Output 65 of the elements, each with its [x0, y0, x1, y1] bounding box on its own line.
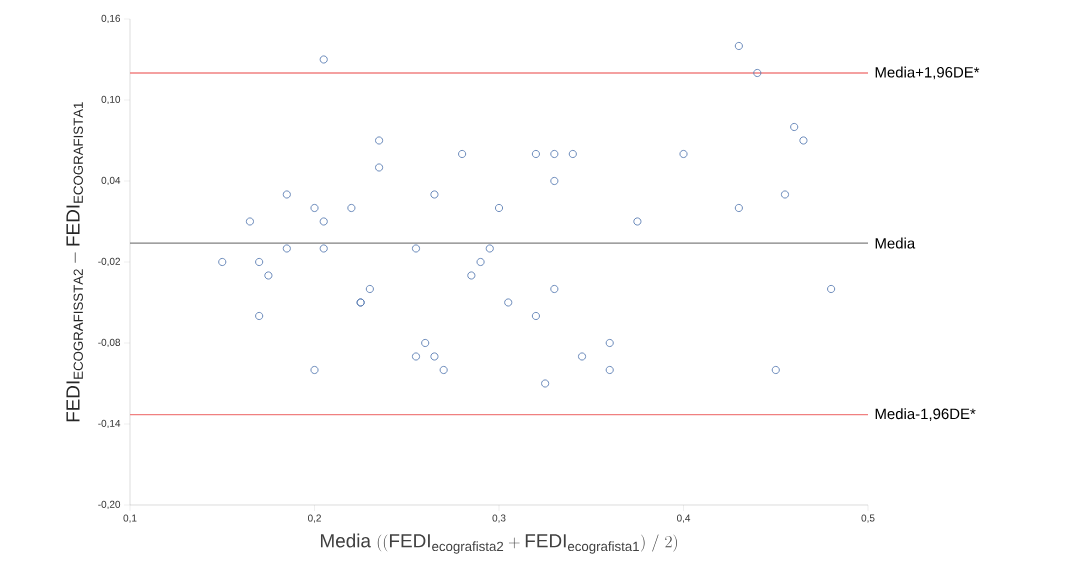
point	[319, 217, 328, 226]
x-axis-title: $\mathrm{Media}\ ((\mathrm{FEDI}_{\mathrm{ecografista2}} + \mathrm{FEDI}_{\mathrm{ecografista1}})\ /\ 2)$	[320, 533, 677, 554]
point	[541, 379, 550, 388]
point	[485, 244, 494, 253]
point	[753, 68, 762, 78]
y-tick-label: -0,08	[98, 338, 121, 348]
point	[319, 244, 328, 253]
x-tick-label: 0,4	[676, 514, 691, 523]
y-tick-label: 0,10	[101, 95, 121, 105]
point	[375, 163, 384, 172]
x-tick-label: 0,3	[492, 514, 506, 523]
point	[605, 338, 614, 348]
point	[458, 149, 467, 159]
y-tick-label: -0,14	[98, 419, 121, 429]
point	[734, 203, 743, 213]
point	[568, 149, 577, 159]
point	[476, 257, 485, 267]
point	[550, 284, 559, 294]
point	[790, 122, 799, 132]
point	[679, 149, 688, 159]
point	[310, 365, 319, 375]
point	[799, 136, 808, 145]
point	[439, 365, 448, 375]
y-tick-label: -0,02	[98, 257, 120, 267]
point	[255, 311, 264, 321]
point	[365, 284, 374, 294]
y-tick-label: 0,16	[101, 14, 121, 24]
point	[578, 352, 587, 361]
ref-line-label: Media+1,96DE*	[875, 66, 980, 80]
x-tick-label: 0,5	[861, 514, 875, 523]
point	[780, 190, 790, 199]
point	[430, 190, 439, 199]
point	[494, 203, 504, 213]
point	[218, 257, 227, 267]
ref-line-label: Media-1,96DE*	[875, 408, 976, 421]
point	[504, 298, 513, 307]
point	[734, 41, 743, 51]
x-tick-label: 0,2	[307, 514, 321, 523]
y-tick-label: 0,04	[101, 176, 121, 186]
point	[310, 203, 319, 213]
point	[827, 284, 836, 294]
point	[430, 352, 439, 361]
point	[319, 55, 328, 64]
point	[264, 271, 273, 280]
y-tick-label: -0,20	[98, 500, 121, 510]
point	[633, 217, 642, 226]
point	[421, 338, 430, 348]
point	[605, 365, 614, 375]
point	[467, 271, 476, 280]
point	[531, 311, 540, 321]
point	[282, 244, 291, 253]
ref-line-label: Media	[875, 237, 916, 249]
point	[245, 217, 254, 226]
point	[771, 365, 780, 375]
x-tick-label: 0,1	[123, 514, 137, 523]
point	[255, 257, 264, 267]
point	[347, 203, 356, 213]
point	[411, 244, 421, 253]
point	[375, 136, 384, 145]
point	[531, 149, 540, 159]
point	[411, 352, 421, 361]
y-axis-title: $\mathrm{FEDI}_{\mathrm{ECOGRAFISSTA2}} - \mathrm{FEDI}_{\mathrm{ECOGRAFISTA1}}$	[66, 102, 83, 422]
point	[550, 149, 559, 159]
point	[550, 176, 559, 186]
point	[282, 190, 291, 199]
